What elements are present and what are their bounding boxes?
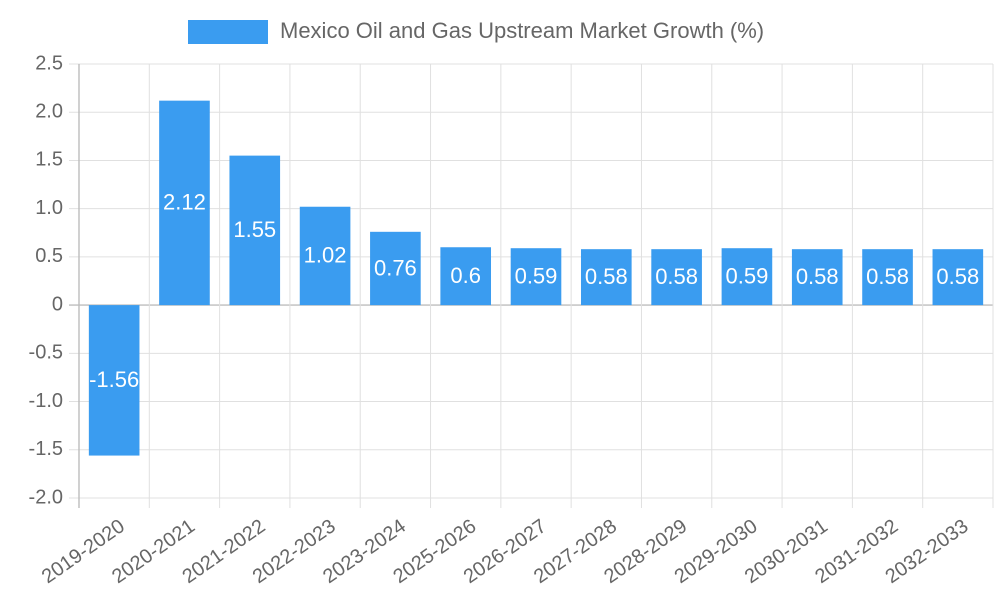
bar[interactable]	[88, 305, 140, 456]
y-tick-label: 0.5	[35, 245, 63, 267]
bar[interactable]	[791, 249, 843, 306]
y-tick-label: -2.0	[29, 486, 63, 508]
legend-label[interactable]: Mexico Oil and Gas Upstream Market Growt…	[280, 18, 764, 43]
bar[interactable]	[651, 249, 702, 306]
bar[interactable]	[510, 248, 562, 306]
bar[interactable]	[440, 247, 492, 306]
bar[interactable]	[721, 248, 773, 306]
bar[interactable]	[862, 249, 913, 306]
y-tick-label: 0	[52, 293, 63, 315]
y-tick-label: -0.5	[29, 342, 63, 364]
bar[interactable]	[229, 155, 281, 306]
bar[interactable]	[580, 249, 632, 306]
y-tick-label: 1.5	[35, 149, 63, 171]
data-label: 0.58	[866, 264, 909, 289]
data-label: 1.02	[304, 243, 347, 268]
data-label: 0.58	[796, 264, 839, 289]
bar[interactable]	[370, 231, 421, 306]
data-label: 0.58	[655, 264, 698, 289]
legend-swatch[interactable]	[188, 20, 268, 44]
y-tick-label: -1.0	[29, 390, 63, 412]
data-label: 0.59	[726, 263, 769, 288]
data-label: 0.76	[374, 255, 417, 280]
bar[interactable]	[159, 100, 210, 306]
y-tick-label: 2.5	[35, 52, 63, 74]
y-tick-label: 1.0	[35, 197, 63, 219]
data-label: 0.58	[936, 264, 979, 289]
bar[interactable]	[299, 206, 351, 306]
bar[interactable]	[932, 249, 984, 306]
data-label: 0.6	[450, 263, 481, 288]
data-label: 2.12	[163, 190, 206, 215]
data-label: 1.55	[233, 217, 276, 242]
y-tick-label: 2.0	[35, 101, 63, 123]
data-label: 0.59	[515, 263, 558, 288]
y-tick-label: -1.5	[29, 438, 63, 460]
data-label: 0.58	[585, 264, 628, 289]
data-label: -1.56	[89, 367, 139, 392]
